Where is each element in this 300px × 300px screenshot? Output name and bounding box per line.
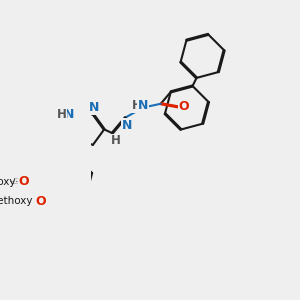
Text: O: O	[19, 175, 29, 188]
Text: N: N	[64, 108, 74, 121]
Text: O: O	[19, 175, 29, 188]
Text: O: O	[35, 195, 46, 208]
Text: methoxy: methoxy	[14, 178, 20, 179]
Text: H: H	[110, 134, 120, 148]
Text: methoxy: methoxy	[13, 183, 19, 184]
Text: methoxy: methoxy	[16, 181, 22, 182]
Text: O: O	[178, 100, 189, 113]
Text: N: N	[89, 101, 100, 114]
Text: methoxy: methoxy	[0, 196, 32, 206]
Text: methoxy: methoxy	[10, 181, 16, 182]
Text: methoxy: methoxy	[0, 176, 16, 187]
Text: N: N	[122, 119, 132, 132]
Text: N: N	[138, 99, 148, 112]
Text: H: H	[57, 108, 67, 121]
Text: H: H	[132, 99, 142, 112]
